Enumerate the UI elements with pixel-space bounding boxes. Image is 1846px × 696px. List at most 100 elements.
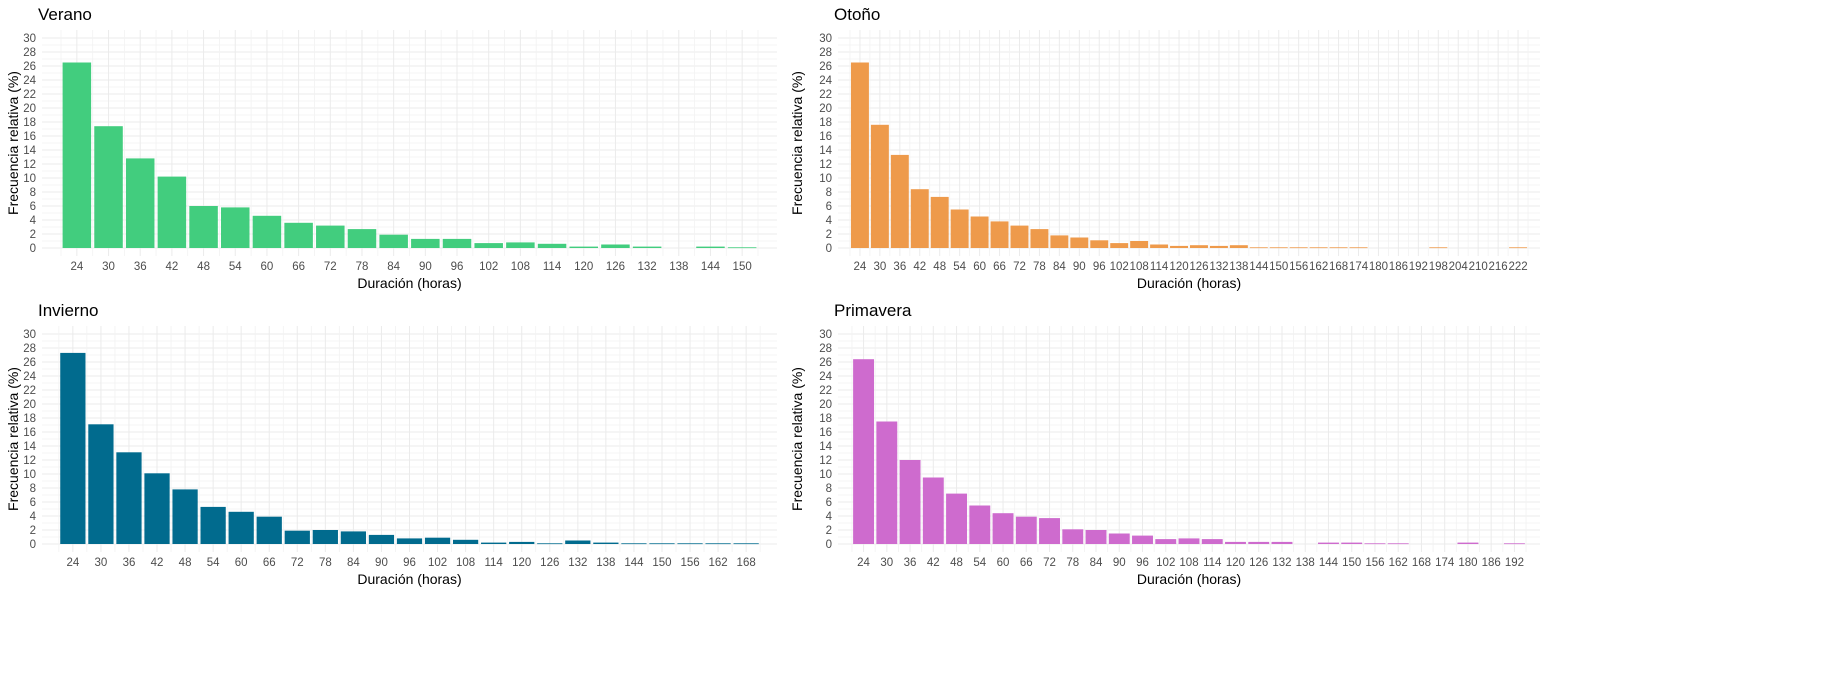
bar-78 xyxy=(312,530,338,544)
y-tick-label: 8 xyxy=(826,483,832,495)
x-tick-label: 144 xyxy=(624,557,644,569)
x-tick-label: 60 xyxy=(973,261,986,273)
bar-162 xyxy=(1309,247,1328,249)
y-tick-label: 14 xyxy=(23,441,36,453)
x-tick-label: 78 xyxy=(1033,261,1046,273)
y-tick-label: 28 xyxy=(23,47,36,59)
x-tick-label: 168 xyxy=(1329,261,1348,273)
bar-84 xyxy=(1085,530,1107,544)
bar-96 xyxy=(1132,535,1153,544)
bar-96 xyxy=(442,238,472,248)
bar-54 xyxy=(969,505,991,544)
y-tick-label: 10 xyxy=(23,469,36,481)
bar-66 xyxy=(990,221,1009,248)
x-tick-label: 108 xyxy=(1130,261,1149,273)
bar-144 xyxy=(1249,247,1268,249)
x-tick-label: 108 xyxy=(456,557,475,569)
bar-126 xyxy=(537,543,563,545)
y-tick-label: 6 xyxy=(826,497,832,509)
bar-156 xyxy=(1289,247,1308,249)
bar-30 xyxy=(88,424,114,544)
bar-144 xyxy=(1318,542,1339,544)
bar-42 xyxy=(922,477,944,544)
bar-78 xyxy=(1062,529,1084,544)
x-tick-label: 48 xyxy=(179,557,192,569)
x-tick-label: 126 xyxy=(1189,261,1208,273)
bar-90 xyxy=(411,238,440,248)
x-tick-label: 132 xyxy=(568,557,587,569)
y-tick-label: 10 xyxy=(819,469,832,481)
x-tick-label: 150 xyxy=(733,261,752,273)
bar-120 xyxy=(569,246,599,248)
x-tick-label: 132 xyxy=(1209,261,1228,273)
bar-156 xyxy=(1364,543,1386,545)
bar-114 xyxy=(537,243,567,248)
bar-84 xyxy=(379,234,408,248)
y-tick-label: 18 xyxy=(23,117,36,129)
x-tick-label: 54 xyxy=(229,261,242,273)
bar-24 xyxy=(850,62,869,248)
x-tick-label: 114 xyxy=(1150,261,1169,273)
bar-96 xyxy=(1090,240,1109,248)
x-tick-label: 78 xyxy=(1066,557,1079,569)
x-tick-label: 48 xyxy=(933,261,946,273)
y-tick-label: 28 xyxy=(819,47,832,59)
x-tick-label: 84 xyxy=(347,557,360,569)
bar-84 xyxy=(1050,235,1069,248)
x-tick-label: 120 xyxy=(1226,557,1245,569)
bar-48 xyxy=(946,493,968,544)
bar-54 xyxy=(950,209,969,248)
bar-180 xyxy=(1457,542,1479,544)
x-tick-label: 90 xyxy=(1113,557,1126,569)
bar-96 xyxy=(396,538,423,544)
x-tick-label: 102 xyxy=(479,261,498,273)
y-tick-label: 4 xyxy=(30,215,37,227)
panel-title: Invierno xyxy=(38,301,98,320)
x-tick-label: 84 xyxy=(387,261,400,273)
x-tick-label: 126 xyxy=(1249,557,1268,569)
bar-144 xyxy=(696,246,725,248)
x-tick-label: 102 xyxy=(428,557,447,569)
y-tick-label: 16 xyxy=(23,427,36,439)
x-tick-label: 114 xyxy=(1203,557,1222,569)
x-tick-label: 222 xyxy=(1508,261,1527,273)
y-tick-label: 30 xyxy=(819,329,832,341)
x-tick-label: 198 xyxy=(1429,261,1448,273)
x-tick-label: 90 xyxy=(375,557,388,569)
y-tick-label: 12 xyxy=(819,159,832,171)
y-tick-label: 14 xyxy=(819,441,832,453)
x-tick-label: 204 xyxy=(1449,261,1469,273)
y-tick-label: 22 xyxy=(819,385,832,397)
bar-42 xyxy=(157,176,187,248)
bar-168 xyxy=(733,543,759,545)
x-tick-label: 54 xyxy=(953,261,966,273)
y-tick-label: 10 xyxy=(23,173,36,185)
bar-48 xyxy=(189,206,218,248)
x-tick-label: 96 xyxy=(1136,557,1149,569)
bar-150 xyxy=(1269,247,1288,249)
bar-24 xyxy=(853,359,875,544)
x-tick-label: 96 xyxy=(1093,261,1106,273)
y-axis-title: Frecuencia relativa (%) xyxy=(5,367,21,511)
y-tick-label: 18 xyxy=(819,117,832,129)
y-tick-label: 8 xyxy=(826,187,832,199)
x-axis-title: Duración (horas) xyxy=(357,571,461,587)
y-tick-label: 24 xyxy=(819,75,832,87)
x-tick-label: 66 xyxy=(292,261,305,273)
bar-192 xyxy=(1503,543,1525,545)
y-tick-label: 14 xyxy=(819,145,832,157)
x-tick-label: 132 xyxy=(638,261,657,273)
x-tick-label: 42 xyxy=(913,261,926,273)
x-tick-label: 192 xyxy=(1505,557,1524,569)
bar-30 xyxy=(870,124,889,248)
y-tick-label: 8 xyxy=(30,187,36,199)
x-axis-title: Duración (horas) xyxy=(357,275,461,291)
y-axis-title: Frecuencia relativa (%) xyxy=(789,367,805,511)
y-tick-label: 22 xyxy=(23,89,36,101)
bar-108 xyxy=(1130,241,1149,248)
x-tick-label: 126 xyxy=(606,261,625,273)
bar-102 xyxy=(474,243,503,248)
y-tick-label: 18 xyxy=(819,413,832,425)
